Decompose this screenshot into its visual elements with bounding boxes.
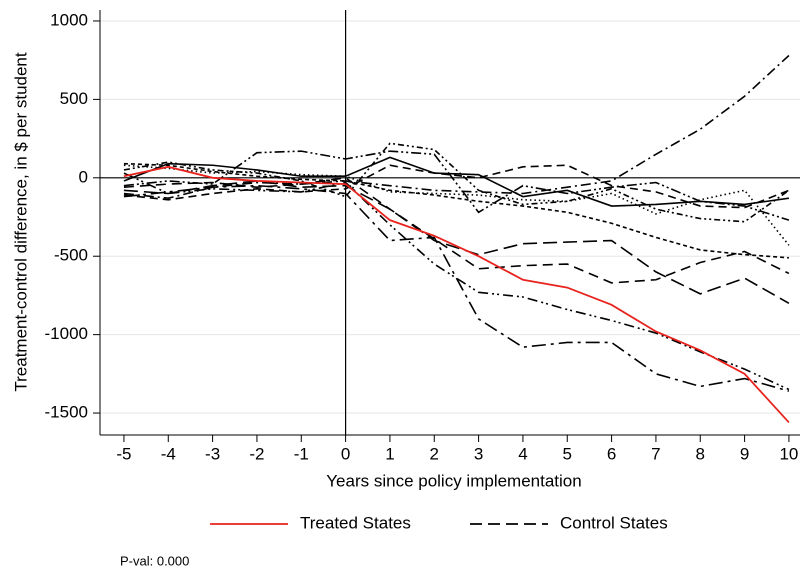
y-tick-label: -1500	[45, 403, 88, 422]
x-tick-label: 6	[607, 444, 616, 463]
x-tick-label: 5	[563, 444, 572, 463]
x-tick-label: 9	[740, 444, 749, 463]
line	[123, 180, 790, 304]
line	[123, 184, 790, 392]
x-tick-label: 7	[651, 444, 660, 463]
x-tick-label: -4	[161, 444, 176, 463]
x-tick-label: 3	[474, 444, 483, 463]
line	[123, 164, 790, 246]
y-tick-label: 0	[79, 167, 88, 186]
line	[123, 142, 790, 223]
x-tick-label: -1	[294, 444, 309, 463]
x-tick-label: 4	[518, 444, 527, 463]
x-tick-label: -2	[249, 444, 264, 463]
annotation: P-val: 0.000	[120, 553, 189, 568]
y-tick-label: -1000	[45, 324, 88, 343]
x-tick-label: -3	[205, 444, 220, 463]
y-tick-label: -500	[54, 246, 88, 265]
x-tick-label: 2	[430, 444, 439, 463]
line	[123, 54, 790, 200]
y-tick-label: 500	[60, 89, 88, 108]
x-tick-label: 10	[779, 444, 798, 463]
line	[123, 164, 790, 209]
line	[123, 165, 790, 424]
x-tick-label: 8	[696, 444, 705, 463]
line	[123, 176, 790, 284]
x-tick-label: -5	[116, 444, 131, 463]
x-tick-label: 0	[341, 444, 350, 463]
line	[123, 172, 790, 391]
line	[123, 162, 789, 259]
x-axis-label: Years since policy implementation	[326, 471, 581, 490]
legend-label: Treated States	[300, 513, 411, 532]
x-tick-label: 1	[385, 444, 394, 463]
y-axis-label: Treatment-control difference, in $ per s…	[11, 52, 30, 392]
line	[123, 150, 790, 221]
line	[123, 156, 790, 207]
legend-label: Control States	[560, 513, 668, 532]
y-tick-label: 1000	[50, 10, 88, 29]
